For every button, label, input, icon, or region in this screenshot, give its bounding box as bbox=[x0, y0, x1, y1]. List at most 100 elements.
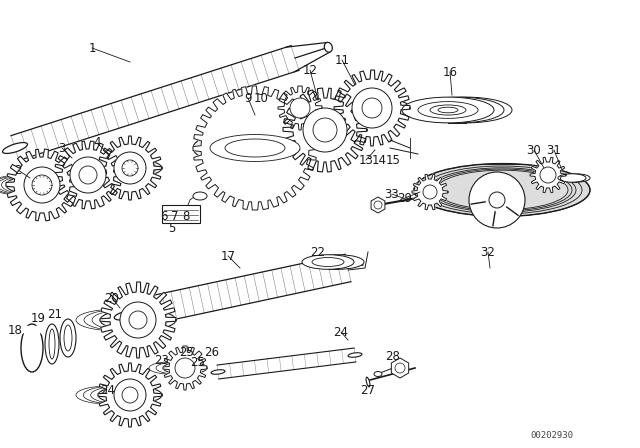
Text: 19: 19 bbox=[31, 311, 45, 324]
Circle shape bbox=[114, 152, 146, 184]
Ellipse shape bbox=[1, 175, 74, 195]
Ellipse shape bbox=[414, 164, 590, 216]
Circle shape bbox=[290, 98, 310, 118]
Text: 12: 12 bbox=[303, 64, 317, 77]
Ellipse shape bbox=[318, 97, 394, 119]
Ellipse shape bbox=[0, 175, 60, 195]
Text: 20: 20 bbox=[104, 292, 120, 305]
Polygon shape bbox=[334, 70, 410, 146]
Ellipse shape bbox=[348, 353, 362, 357]
Ellipse shape bbox=[49, 165, 116, 185]
Ellipse shape bbox=[374, 371, 382, 376]
Circle shape bbox=[122, 160, 138, 176]
Ellipse shape bbox=[88, 159, 152, 177]
Ellipse shape bbox=[412, 97, 504, 123]
Circle shape bbox=[374, 201, 382, 209]
Polygon shape bbox=[54, 141, 122, 209]
Ellipse shape bbox=[402, 97, 494, 123]
Polygon shape bbox=[98, 136, 162, 200]
Ellipse shape bbox=[0, 175, 69, 195]
Text: 30: 30 bbox=[527, 143, 541, 156]
Ellipse shape bbox=[45, 324, 59, 364]
Circle shape bbox=[122, 387, 138, 403]
Ellipse shape bbox=[83, 159, 147, 177]
Text: 8: 8 bbox=[182, 211, 189, 224]
Text: 13: 13 bbox=[358, 154, 373, 167]
Circle shape bbox=[303, 108, 347, 152]
Ellipse shape bbox=[418, 102, 478, 118]
Ellipse shape bbox=[91, 386, 155, 404]
Text: 10: 10 bbox=[253, 91, 268, 104]
Circle shape bbox=[489, 192, 505, 208]
Ellipse shape bbox=[263, 118, 347, 142]
Ellipse shape bbox=[558, 174, 586, 182]
Ellipse shape bbox=[326, 97, 402, 119]
Circle shape bbox=[79, 166, 97, 184]
Ellipse shape bbox=[43, 165, 111, 185]
Ellipse shape bbox=[193, 192, 207, 200]
Ellipse shape bbox=[83, 386, 147, 404]
Ellipse shape bbox=[76, 386, 140, 404]
Polygon shape bbox=[530, 157, 566, 193]
Text: 29: 29 bbox=[397, 191, 413, 204]
Circle shape bbox=[120, 302, 156, 338]
Text: 25: 25 bbox=[180, 345, 195, 358]
Ellipse shape bbox=[210, 134, 300, 161]
Text: 2: 2 bbox=[14, 164, 22, 177]
Text: 24: 24 bbox=[333, 326, 349, 339]
Ellipse shape bbox=[193, 129, 317, 167]
Text: 25: 25 bbox=[191, 357, 205, 370]
Ellipse shape bbox=[0, 175, 65, 195]
Polygon shape bbox=[100, 282, 176, 358]
Ellipse shape bbox=[49, 329, 55, 359]
Text: 15: 15 bbox=[385, 154, 401, 167]
Ellipse shape bbox=[38, 165, 106, 185]
Text: 17: 17 bbox=[221, 250, 236, 263]
Text: 7: 7 bbox=[172, 211, 179, 224]
Text: 16: 16 bbox=[442, 65, 458, 78]
Ellipse shape bbox=[438, 107, 458, 113]
Ellipse shape bbox=[302, 255, 354, 269]
Ellipse shape bbox=[60, 319, 76, 357]
Polygon shape bbox=[6, 149, 78, 221]
Circle shape bbox=[313, 118, 337, 142]
Circle shape bbox=[114, 379, 146, 411]
Polygon shape bbox=[412, 174, 448, 210]
Circle shape bbox=[70, 157, 106, 193]
Text: 9: 9 bbox=[244, 91, 252, 104]
FancyBboxPatch shape bbox=[162, 205, 200, 223]
Text: 21: 21 bbox=[47, 307, 63, 320]
Text: 22: 22 bbox=[310, 246, 326, 258]
Ellipse shape bbox=[312, 258, 344, 267]
Ellipse shape bbox=[225, 139, 285, 157]
Text: 24: 24 bbox=[100, 383, 115, 396]
Ellipse shape bbox=[76, 310, 152, 331]
Text: 33: 33 bbox=[385, 188, 399, 201]
Circle shape bbox=[423, 185, 437, 199]
Ellipse shape bbox=[269, 118, 354, 142]
Text: 6: 6 bbox=[160, 211, 168, 224]
Text: 5: 5 bbox=[168, 221, 176, 234]
Text: 26: 26 bbox=[205, 345, 220, 358]
Circle shape bbox=[129, 311, 147, 329]
Circle shape bbox=[32, 175, 52, 195]
Polygon shape bbox=[163, 346, 207, 390]
Ellipse shape bbox=[420, 97, 512, 123]
Circle shape bbox=[24, 167, 60, 203]
Text: 18: 18 bbox=[8, 323, 22, 336]
Ellipse shape bbox=[430, 105, 466, 115]
Polygon shape bbox=[283, 88, 367, 172]
Ellipse shape bbox=[115, 310, 141, 320]
Circle shape bbox=[362, 98, 382, 118]
Ellipse shape bbox=[366, 377, 370, 387]
Polygon shape bbox=[193, 86, 317, 210]
Ellipse shape bbox=[156, 362, 200, 374]
Text: 4: 4 bbox=[93, 137, 100, 150]
Ellipse shape bbox=[3, 142, 28, 154]
Ellipse shape bbox=[312, 255, 364, 269]
Text: 11: 11 bbox=[335, 53, 349, 66]
Ellipse shape bbox=[84, 310, 160, 331]
Polygon shape bbox=[278, 86, 322, 130]
Text: 14: 14 bbox=[371, 154, 387, 167]
Text: 27: 27 bbox=[360, 383, 376, 396]
